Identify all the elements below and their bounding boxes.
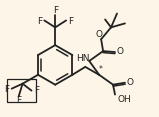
Text: HN: HN (76, 55, 90, 64)
Bar (7, 79, 36, 102)
Text: O: O (116, 47, 124, 56)
Text: F: F (34, 86, 39, 95)
Text: F: F (4, 85, 9, 94)
Text: F: F (16, 96, 21, 105)
Text: O: O (126, 78, 133, 87)
Text: *: * (99, 65, 103, 74)
Text: F: F (37, 17, 42, 26)
Text: F: F (53, 6, 58, 15)
Text: OH: OH (118, 95, 132, 104)
Text: O: O (96, 30, 103, 39)
Text: F: F (69, 17, 74, 26)
